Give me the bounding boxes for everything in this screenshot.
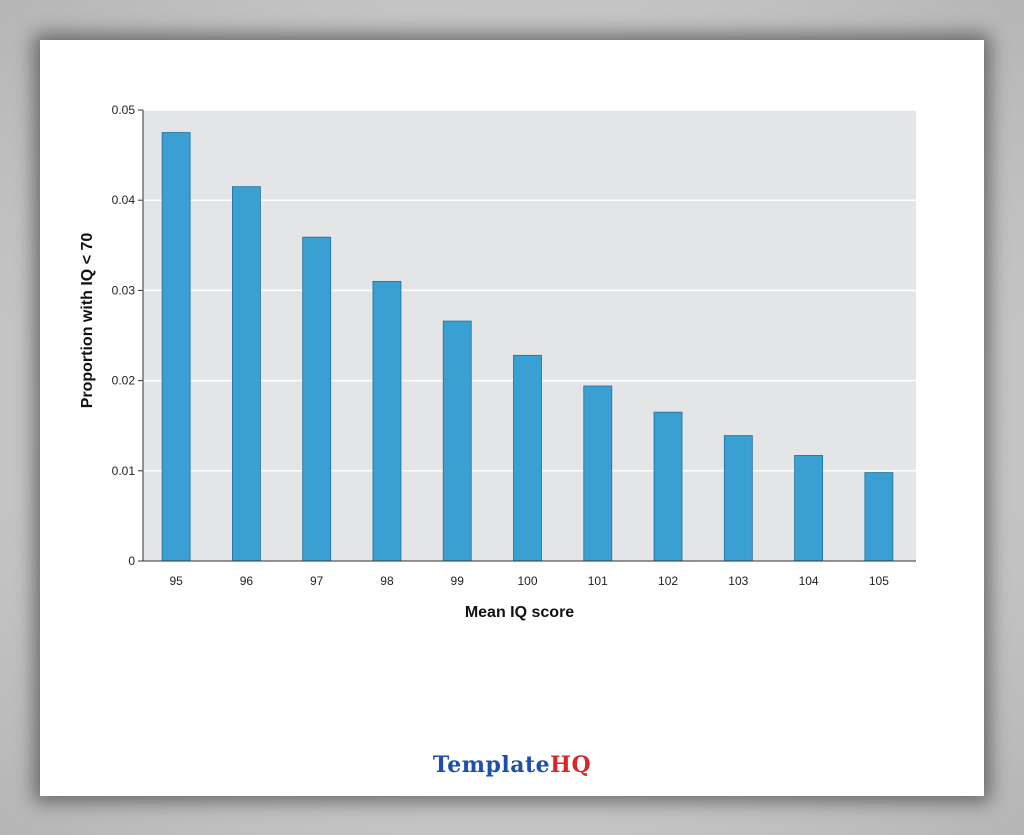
logo-text-template: Template xyxy=(432,752,551,778)
x-tick-label: 105 xyxy=(869,574,889,588)
bar xyxy=(302,236,332,562)
x-tick-label: 97 xyxy=(310,574,324,588)
bars xyxy=(161,132,894,562)
y-tick-label: 0 xyxy=(128,554,135,568)
bar xyxy=(513,354,542,562)
x-tick-label: 103 xyxy=(728,574,748,588)
logo-text-hq: HQ xyxy=(550,752,592,778)
bar xyxy=(794,455,823,562)
y-tick-label: 0.04 xyxy=(112,193,136,207)
y-tick-labels: 0 0.01 0.02 0.03 0.04 0.05 xyxy=(112,103,136,568)
x-tick-label: 104 xyxy=(799,574,819,588)
bar xyxy=(161,132,191,562)
x-axis-title: Mean IQ score xyxy=(465,604,574,621)
y-tick-label: 0.03 xyxy=(112,283,136,297)
x-tick-label: 95 xyxy=(169,574,183,588)
bar xyxy=(653,411,683,562)
bar xyxy=(723,435,753,562)
bar xyxy=(583,385,613,562)
y-axis-title: Proportion with IQ < 70 xyxy=(79,233,96,409)
y-tick-label: 0.02 xyxy=(112,374,136,388)
x-tick-label: 102 xyxy=(658,574,678,588)
chart-card: 0 0.01 0.02 0.03 0.04 0.05 95 96 97 98 99 100 101 10… xyxy=(40,40,984,796)
x-tick-label: 98 xyxy=(380,574,394,588)
templatehq-logo: TemplateHQ xyxy=(40,752,984,778)
bar xyxy=(442,320,472,562)
x-tick-label: 99 xyxy=(451,574,465,588)
x-tick-label: 96 xyxy=(240,574,254,588)
y-tick-label: 0.05 xyxy=(112,103,136,117)
bar xyxy=(864,472,894,562)
x-tick-label: 100 xyxy=(517,574,537,588)
y-tick-label: 0.01 xyxy=(112,464,136,478)
bar xyxy=(232,186,261,562)
axes xyxy=(138,109,916,562)
x-tick-label: 101 xyxy=(588,574,608,588)
bar xyxy=(372,280,402,562)
bar-chart: 0 0.01 0.02 0.03 0.04 0.05 95 96 97 98 99 100 101 10… xyxy=(79,103,916,621)
x-tick-labels: 95 96 97 98 99 100 101 102 103 104 105 xyxy=(169,574,889,588)
